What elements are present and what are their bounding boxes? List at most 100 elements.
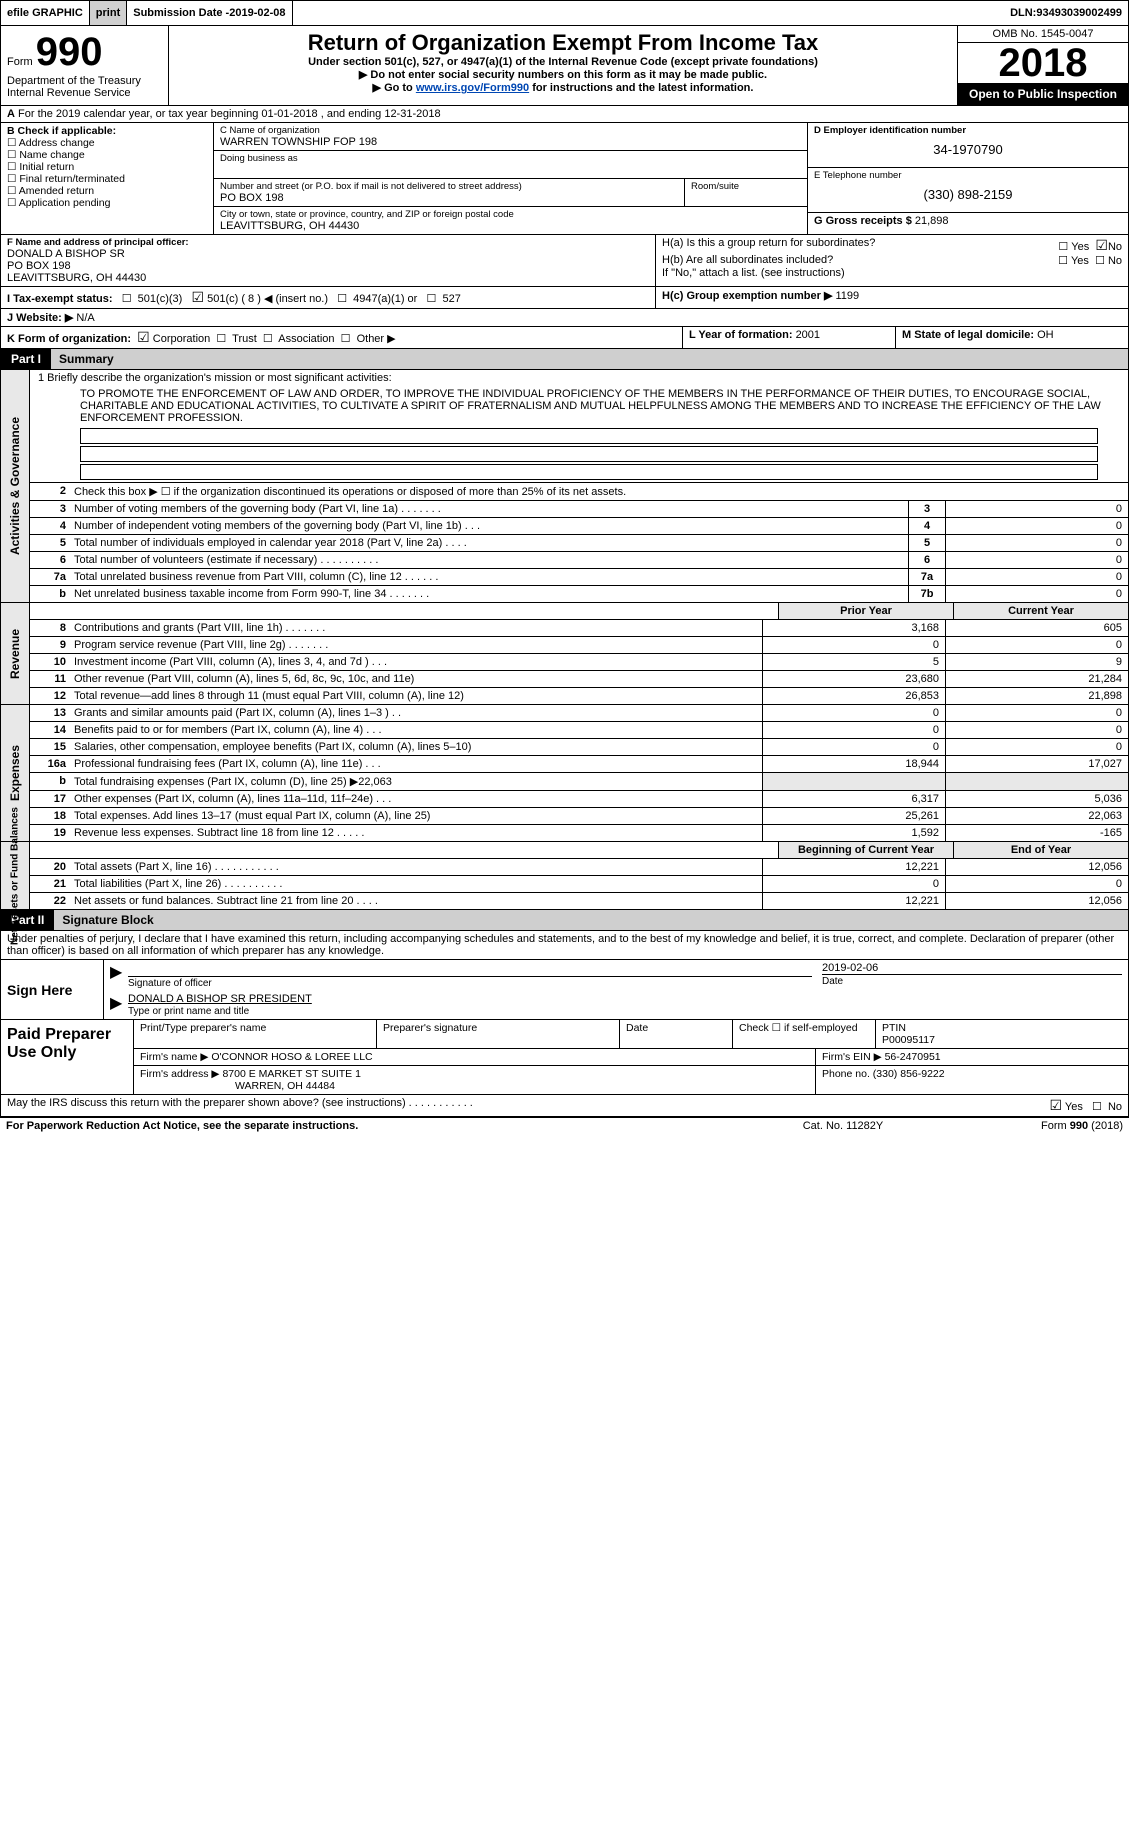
i-527: 527 (442, 293, 460, 305)
h-group: H(a) Is this a group return for subordin… (655, 235, 1128, 286)
m-value: OH (1037, 329, 1054, 341)
chk-address-change[interactable]: Address change (7, 137, 207, 149)
i-501c3-chk[interactable] (122, 293, 135, 305)
ha-yes-chk[interactable] (1058, 241, 1071, 253)
paid-preparer-row: Paid Preparer Use Only Print/Type prepar… (1, 1019, 1128, 1094)
k-other: Other ▶ (357, 333, 396, 345)
row-linenum: 4 (908, 518, 945, 534)
row-num: 10 (30, 654, 70, 670)
d-ein-row: D Employer identification number 34-1970… (808, 123, 1128, 168)
k-trust-chk[interactable] (216, 333, 229, 345)
i-501c-chk[interactable]: ☑ (191, 289, 204, 305)
sig-officer-line: ▶ Signature of officer 2019-02-06 Date (104, 960, 1128, 991)
b-label: B Check if applicable: (7, 125, 207, 137)
table-row: bTotal fundraising expenses (Part IX, co… (30, 772, 1128, 790)
c-room-label: Room/suite (691, 181, 801, 192)
hb-no-chk[interactable] (1095, 255, 1108, 267)
i-4947: 4947(a)(1) or (353, 293, 417, 305)
row-prior: 6,317 (762, 791, 945, 807)
row-current: 9 (945, 654, 1128, 670)
sig-officer-label: Signature of officer (128, 976, 812, 989)
chk-name-change[interactable]: Name change (7, 149, 207, 161)
vlabel-governance-text: Activities & Governance (8, 417, 22, 555)
e-phone-row: E Telephone number (330) 898-2159 (808, 168, 1128, 213)
j-value: N/A (76, 312, 94, 324)
form-990: Form 990 Department of the Treasury Inte… (0, 26, 1129, 1117)
k-l-m-row: K Form of organization: ☑ Corporation Tr… (1, 326, 1128, 348)
row-prior: 1,592 (762, 825, 945, 841)
row-desc: Professional fundraising fees (Part IX, … (70, 756, 762, 772)
print-button[interactable]: print (90, 1, 127, 25)
row-num: 19 (30, 825, 70, 841)
discuss-yes-chk[interactable]: ☑ (1049, 1097, 1062, 1113)
sig-name-field: DONALD A BISHOP SR PRESIDENT Type or pri… (128, 993, 1122, 1017)
expense-rows: 13 Grants and similar amounts paid (Part… (30, 705, 1128, 841)
j-cell: J Website: ▶ N/A (1, 309, 101, 326)
sig-date-field: 2019-02-06 Date (812, 962, 1122, 989)
table-row: 6 Total number of volunteers (estimate i… (30, 551, 1128, 568)
chk-final-return[interactable]: Final return/terminated (7, 173, 207, 185)
c-street-cell: Number and street (or P.O. box if mail i… (214, 179, 685, 206)
i-4947-chk[interactable] (337, 293, 350, 305)
row-prior: 0 (762, 705, 945, 721)
section-f-h: F Name and address of principal officer:… (1, 234, 1128, 286)
governance-rows: 2Check this box ▶ ☐ if the organization … (30, 482, 1128, 602)
goto-link[interactable]: www.irs.gov/Form990 (416, 82, 529, 94)
pp-h3: Date (620, 1020, 733, 1048)
row-num: 9 (30, 637, 70, 653)
row-num: 8 (30, 620, 70, 636)
c-dba-value (220, 164, 801, 176)
i-527-chk[interactable] (427, 293, 440, 305)
i-status: I Tax-exempt status: 501(c)(3) ☑ 501(c) … (1, 287, 655, 308)
mission-text: TO PROMOTE THE ENFORCEMENT OF LAW AND OR… (30, 386, 1128, 426)
part-2-title: Signature Block (54, 910, 1128, 930)
netassets-rows: 20 Total assets (Part X, line 16) . . . … (30, 858, 1128, 909)
row-prior: 26,853 (762, 688, 945, 704)
chk-amended-return[interactable]: Amended return (7, 185, 207, 197)
form-goto: ▶ Go to www.irs.gov/Form990 for instruct… (175, 81, 951, 94)
row-desc: Total number of volunteers (estimate if … (70, 552, 908, 568)
chk-application-pending[interactable]: Application pending (7, 197, 207, 209)
c-street-label: Number and street (or P.O. box if mail i… (220, 181, 678, 192)
sig-arrow-1: ▶ (110, 962, 128, 989)
k-assoc-chk[interactable] (263, 333, 276, 345)
pp-ein: 56-2470951 (885, 1051, 941, 1063)
row-desc: Check this box ▶ ☐ if the organization d… (70, 483, 1128, 500)
row-current: 0 (945, 705, 1128, 721)
pp-ptin: P00095117 (882, 1034, 935, 1046)
hb-yes-chk[interactable] (1058, 255, 1071, 267)
table-row: 11 Other revenue (Part VIII, column (A),… (30, 670, 1128, 687)
discuss-no-chk[interactable] (1092, 1101, 1105, 1113)
part-1-title: Summary (51, 349, 1128, 369)
chk-initial-return[interactable]: Initial return (7, 161, 207, 173)
row-desc: Total number of individuals employed in … (70, 535, 908, 551)
sect-expenses: Expenses 13 Grants and similar amounts p… (1, 704, 1128, 841)
sign-here-label: Sign Here (1, 960, 104, 1019)
hb-label: H(b) Are all subordinates included? (662, 254, 833, 267)
pp-firm-cell: Firm's name ▶ O'CONNOR HOSO & LOREE LLC (134, 1049, 816, 1065)
row-prior: 0 (762, 876, 945, 892)
k-other-chk[interactable] (341, 333, 354, 345)
k-corp-chk[interactable]: ☑ (137, 329, 150, 345)
j-website-row: J Website: ▶ N/A (1, 308, 1128, 326)
table-row: 4 Number of independent voting members o… (30, 517, 1128, 534)
table-row: 9 Program service revenue (Part VIII, li… (30, 636, 1128, 653)
i-label: I Tax-exempt status: (7, 293, 113, 305)
row-current: 0 (945, 722, 1128, 738)
part-1-header: Part I Summary (1, 348, 1128, 369)
hb-no: No (1108, 255, 1122, 267)
row-current: 0 (945, 552, 1128, 568)
f-street: PO BOX 198 (7, 260, 649, 272)
c-city: LEAVITTSBURG, OH 44430 (220, 220, 801, 232)
row-num: 12 (30, 688, 70, 704)
sig-name-line: ▶ DONALD A BISHOP SR PRESIDENT Type or p… (104, 991, 1128, 1019)
table-row: 3 Number of voting members of the govern… (30, 500, 1128, 517)
row-num: 17 (30, 791, 70, 807)
table-row: 12 Total revenue—add lines 8 through 11 … (30, 687, 1128, 704)
k-form-org: K Form of organization: ☑ Corporation Tr… (1, 327, 683, 348)
row-current: 21,284 (945, 671, 1128, 687)
table-row: 14 Benefits paid to or for members (Part… (30, 721, 1128, 738)
g-receipts: 21,898 (915, 215, 949, 227)
table-row: 21 Total liabilities (Part X, line 26) .… (30, 875, 1128, 892)
ha-no-chk[interactable]: ☑ (1095, 237, 1108, 253)
